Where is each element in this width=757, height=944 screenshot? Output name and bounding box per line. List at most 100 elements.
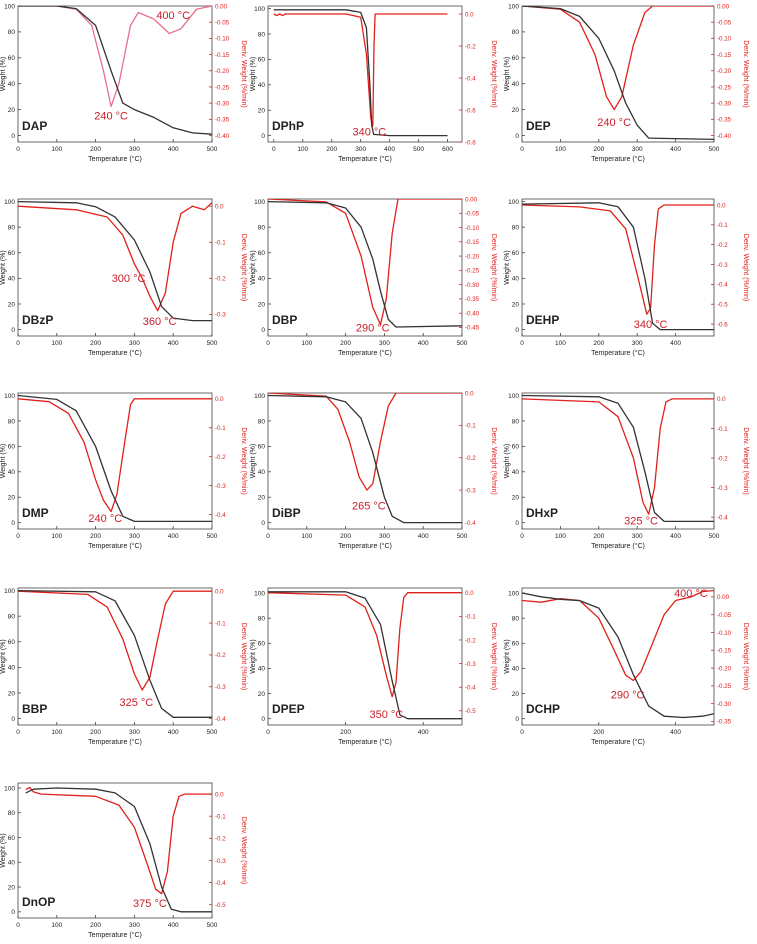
y-tick-label: 100 [508, 3, 519, 10]
y-tick-label: 60 [512, 444, 520, 451]
x-axis-label: Temperature (°C) [338, 542, 392, 550]
weight-curve [268, 591, 462, 720]
peak-temperature-label: 240 °C [597, 117, 631, 129]
x-tick-label: 200 [90, 533, 101, 540]
y2-tick-label: -0.2 [215, 276, 226, 283]
y-tick-label: 40 [512, 276, 520, 283]
y2-tick-label: -0.05 [717, 19, 732, 26]
x-axis-label: Temperature (°C) [88, 542, 142, 550]
panel-bbp: 0 100 200 300 400 500 Temperature (°C) 0 20 40 60 8… [0, 587, 247, 746]
x-tick-label: 400 [384, 146, 395, 153]
y2-tick-label: -0.30 [215, 100, 230, 107]
panel-dphp: 0 100 200 300 400 500 600 Temperature (°C) 0 20 40… [250, 5, 497, 163]
x-tick-label: 400 [418, 340, 429, 347]
deriv-weight-curve [268, 592, 462, 698]
deriv-weight-curve [18, 202, 212, 312]
x-tick-label: 200 [340, 340, 351, 347]
y-tick-label: 80 [512, 224, 520, 231]
y2-tick-label: 0.0 [465, 590, 474, 597]
y2-tick-label: -0.1 [215, 240, 226, 247]
plot-frame [521, 587, 715, 726]
peak-temperature-label: 375 °C [133, 898, 167, 910]
compound-label: DBP [272, 313, 297, 327]
y-tick-label: 80 [8, 810, 16, 817]
y2-axis-label: Deriv. Weight (%/min) [490, 427, 497, 494]
deriv-weight-curve [25, 786, 212, 895]
x-tick-label: 100 [297, 146, 308, 153]
x-tick-label: 400 [670, 340, 681, 347]
y-tick-label: 100 [4, 393, 15, 400]
x-tick-label: 100 [555, 533, 566, 540]
x-tick-label: 200 [593, 340, 604, 347]
weight-curve [522, 202, 714, 331]
y2-tick-label: -0.30 [717, 701, 732, 708]
y-tick-label: 0 [261, 716, 265, 723]
compound-label: DAP [22, 119, 47, 133]
y2-tick-label: -0.1 [215, 620, 226, 627]
x-tick-label: 200 [90, 729, 101, 736]
x-tick-label: 0 [266, 729, 270, 736]
panel-dmp: 0 100 200 300 400 500 Temperature (°C) 0 20 40 60 8… [0, 392, 247, 550]
x-tick-label: 0 [520, 533, 524, 540]
x-tick-label: 300 [379, 533, 390, 540]
y2-axis-label: Deriv. Weight (%/min) [742, 427, 749, 494]
y-axis-label: Weight (%) [250, 444, 257, 479]
x-axis-label: Temperature (°C) [591, 155, 645, 163]
y2-tick-label: -0.15 [717, 52, 732, 59]
y-tick-label: 40 [8, 665, 16, 672]
y-tick-label: 0 [515, 520, 519, 527]
y-tick-label: 80 [8, 224, 16, 231]
compound-label: DPhP [272, 119, 304, 133]
peak-temperature-label: 265 °C [352, 501, 386, 513]
y-tick-label: 20 [512, 691, 520, 698]
panel-dibp: 0 100 200 300 400 500 Temperature (°C) 0 20 40 60 8… [250, 390, 497, 550]
y2-tick-label: -0.1 [717, 222, 728, 229]
y-tick-label: 80 [8, 29, 16, 36]
x-tick-label: 400 [168, 729, 179, 736]
y2-tick-label: 0.0 [717, 202, 726, 209]
y2-tick-label: -0.3 [717, 485, 728, 492]
y2-tick-label: -0.4 [465, 685, 476, 692]
y-axis-label: Weight (%) [504, 57, 511, 92]
y-axis-label: Weight (%) [504, 444, 511, 479]
y2-tick-label: -0.20 [717, 665, 732, 672]
y2-tick-label: -0.25 [465, 268, 480, 275]
y2-tick-label: -0.3 [215, 858, 226, 865]
y2-tick-label: -0.3 [465, 487, 476, 494]
y2-tick-label: -0.05 [717, 612, 732, 619]
y-tick-label: 60 [258, 250, 266, 257]
peak-temperature-label: 360 °C [143, 316, 177, 328]
y-tick-label: 100 [508, 590, 519, 597]
y2-tick-label: -0.3 [465, 661, 476, 668]
y2-tick-label: 0.0 [465, 11, 474, 18]
plot-frame [267, 198, 463, 337]
y2-tick-label: 0.0 [215, 588, 224, 595]
compound-label: DPEP [272, 702, 305, 716]
plot-frame [521, 5, 715, 143]
x-tick-label: 0 [266, 533, 270, 540]
y2-axis-label: Deriv. Weight (%/min) [240, 234, 247, 301]
y-tick-label: 100 [4, 588, 15, 595]
x-tick-label: 400 [168, 533, 179, 540]
compound-label: DMP [22, 506, 49, 520]
y2-tick-label: -0.10 [717, 630, 732, 637]
y-axis-label: Weight (%) [250, 250, 257, 285]
y2-tick-label: -0.2 [717, 242, 728, 249]
y2-tick-label: -0.3 [215, 684, 226, 691]
y2-tick-label: -0.25 [215, 84, 230, 91]
x-tick-label: 200 [340, 729, 351, 736]
y-tick-label: 80 [258, 31, 266, 38]
y2-tick-label: -0.4 [717, 514, 728, 521]
x-tick-label: 300 [355, 146, 366, 153]
x-tick-label: 200 [593, 729, 604, 736]
panel-dbp: 0 100 200 300 400 500 Temperature (°C) 0 20 40 60 8… [250, 196, 497, 357]
x-tick-label: 0 [520, 340, 524, 347]
x-axis-label: Temperature (°C) [591, 349, 645, 357]
y-tick-label: 20 [8, 107, 16, 114]
y-tick-label: 60 [8, 55, 16, 62]
x-tick-label: 100 [51, 146, 62, 153]
x-tick-label: 400 [168, 340, 179, 347]
y-tick-label: 0 [515, 327, 519, 334]
weight-curve [268, 394, 462, 524]
weight-curve [268, 200, 462, 328]
